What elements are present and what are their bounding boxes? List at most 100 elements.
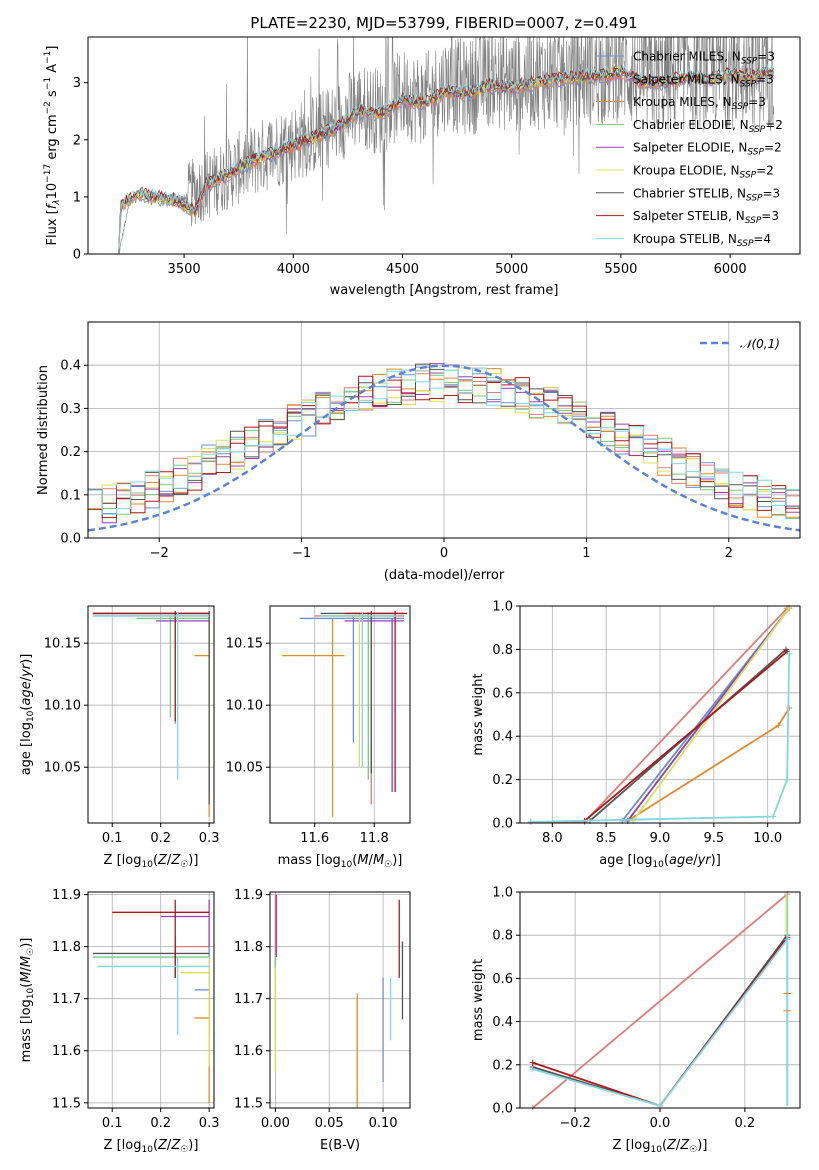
axes-frame (87, 891, 215, 1109)
y-tick-label: 0.2 (60, 445, 81, 460)
y-tick-label: 11.9 (52, 888, 81, 903)
residuals-histogram-panel: −2 −1 0 1 2 0.0 0.1 0.2 0.3 0.4 (data-model)/error… (36, 321, 801, 583)
y-tick-label: 1.0 (492, 886, 513, 901)
y-tick-label: 11.7 (234, 992, 263, 1007)
observed-spectrum-line (118, 37, 775, 254)
y-tick-label: 0.8 (492, 643, 513, 658)
y-tick-label: 0.6 (492, 972, 513, 987)
legend-entry-label: Chabrier ELODIE, NSSP=2 (633, 118, 783, 135)
residual-histogram-step (88, 375, 800, 519)
legend-entry-label: Chabrier MILES, NSSP=3 (633, 50, 775, 67)
plot-area (270, 892, 410, 1108)
y-tick-label: 10.15 (226, 637, 263, 652)
x-tick-label: 0 (440, 546, 448, 561)
plot-area (270, 606, 410, 823)
x-axis-label: E(B-V) (320, 1138, 360, 1153)
normal-reference-curve (88, 364, 800, 532)
y-tick-label: 11.8 (234, 940, 263, 955)
y-tick-label: 10.10 (226, 699, 263, 714)
y-tick-label: 0 (73, 248, 81, 263)
x-tick-label: 0.10 (369, 1116, 398, 1131)
y-tick-label: 0.6 (492, 686, 513, 701)
spectrum-panel: 3500 4000 4500 5000 5500 6000 0 1 2 3 wavelength [… (43, 36, 801, 298)
x-tick-label: −2 (150, 546, 169, 561)
x-tick-label: 0.00 (261, 1116, 290, 1131)
x-axis-label: Z [log10(Z/Z☉)] (104, 1138, 199, 1155)
y-tick-label: 0.0 (60, 532, 81, 547)
x-tick-label: 5000 (495, 262, 528, 277)
y-tick-label: 10.10 (44, 699, 81, 714)
x-axis-label: Z [log10(Z/Z☉)] (104, 853, 199, 870)
axes-frame (269, 605, 411, 824)
x-axis-label: Z [log10(Z/Z☉)] (613, 1138, 708, 1155)
x-tick-label: 4000 (277, 262, 310, 277)
y-tick-label: 11.5 (234, 1096, 263, 1111)
axes-frame (87, 605, 215, 824)
plot-area (88, 37, 800, 254)
legend-entry-label: Kroupa ELODIE, NSSP=2 (633, 164, 774, 181)
x-tick-label: 11.6 (300, 831, 329, 846)
y-axis-label: Normed distribution (36, 365, 51, 495)
y-tick-label: 0.2 (492, 1058, 513, 1073)
y-axis-label: age [log10(age/yr)] (19, 654, 36, 776)
y-tick-label: 11.5 (52, 1096, 81, 1111)
y-tick-label: 0.2 (492, 773, 513, 788)
x-tick-label: −0.2 (559, 1116, 591, 1131)
legend-entry-label: Salpeter MILES, NSSP=3 (633, 72, 774, 89)
legend-entry-label: Salpeter STELIB, NSSP=3 (633, 209, 779, 226)
y-tick-label: 0.4 (60, 359, 81, 374)
plot-area (88, 892, 214, 1108)
y-tick-label: 3 (73, 76, 81, 91)
y-tick-label: 2 (73, 133, 81, 148)
y-tick-label: 11.8 (52, 940, 81, 955)
x-tick-label: 3500 (168, 262, 201, 277)
y-tick-label: 1.0 (492, 600, 513, 615)
x-axis-label: age [log10(age/yr)] (599, 853, 721, 870)
legend: Chabrier MILES, NSSP=3 Salpeter MILES, NS… (596, 50, 783, 249)
y-tick-label: 11.6 (234, 1044, 263, 1059)
y-axis-label: mass [log10(M/M☉)] (19, 938, 36, 1063)
x-tick-label: 10.0 (753, 831, 782, 846)
y-tick-label: 0.1 (60, 488, 81, 503)
axes-frame (269, 891, 411, 1109)
mass-weight-line (532, 893, 788, 1109)
y-tick-label: 0.0 (492, 1102, 513, 1117)
x-tick-label: 5500 (604, 262, 637, 277)
x-tick-label: 0.3 (199, 1116, 220, 1131)
x-tick-label: 11.8 (360, 831, 389, 846)
y-tick-label: 10.05 (44, 761, 81, 776)
mass-vs-ebv-panel: 0.00 0.05 0.10 11.5 11.6 11.7 11.8 11.9 E(B-V) (234, 888, 411, 1153)
legend-entry-label: Chabrier STELIB, NSSP=3 (633, 186, 780, 203)
x-tick-label: 1 (582, 546, 590, 561)
y-tick-label: 10.05 (226, 761, 263, 776)
x-tick-label: 0.0 (650, 1116, 671, 1131)
x-tick-label: 9.0 (650, 831, 671, 846)
age-vs-mass-panel: 11.6 11.8 10.05 10.10 10.15 mass [log10(M/M☉)… (226, 605, 411, 870)
x-tick-label: 8.0 (542, 831, 563, 846)
y-axis-label: mass weight (471, 673, 486, 755)
plot-area (88, 606, 214, 823)
y-tick-label: 1 (73, 190, 81, 205)
x-tick-label: 0.3 (199, 831, 220, 846)
y-tick-label: 10.15 (44, 637, 81, 652)
x-axis-label: (data-model)/error (384, 568, 505, 583)
age-vs-metallicity-panel: 0.1 0.2 0.3 10.05 10.10 10.15 Z [log10(Z/Z☉)] a… (19, 605, 220, 870)
x-tick-label: 2 (725, 546, 733, 561)
y-axis-label: mass weight (471, 959, 486, 1041)
x-tick-label: −1 (292, 546, 311, 561)
y-tick-label: 0.8 (492, 929, 513, 944)
figure-title: PLATE=2230, MJD=53799, FIBERID=0007, z=0… (250, 14, 637, 32)
mass-weight-vs-metallicity-panel: −0.2 0.0 0.2 0.0 0.2 0.4 0.6 0.8 1.0 Z [log10(Z/Z… (471, 886, 801, 1155)
x-axis-label: wavelength [Angstrom, rest frame] (330, 283, 559, 298)
mass-weight-vs-age-panel: 8.0 8.5 9.0 9.5 10.0 0.0 0.2 0.4 0.6 0.8 1.0 age [l… (471, 600, 801, 870)
y-tick-label: 11.9 (234, 888, 263, 903)
y-tick-label: 0.0 (492, 817, 513, 832)
x-tick-label: 0.05 (315, 1116, 344, 1131)
mass-weight-line (530, 653, 791, 823)
y-tick-label: 0.3 (60, 402, 81, 417)
mass-weight-line (584, 650, 788, 822)
legend-entry-label: Kroupa STELIB, NSSP=4 (633, 232, 771, 249)
y-tick-label: 0.4 (492, 1015, 513, 1030)
x-tick-label: 0.2 (735, 1116, 756, 1131)
